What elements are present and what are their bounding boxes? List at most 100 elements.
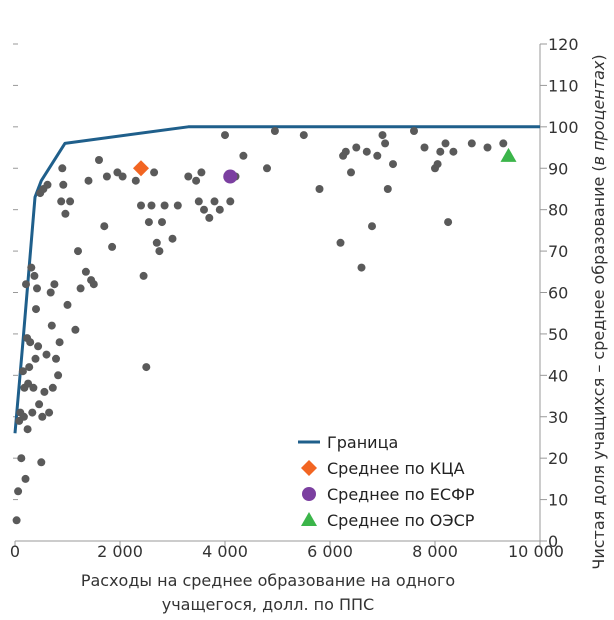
data-point xyxy=(14,487,22,495)
legend-kca-label: Среднее по КЦА xyxy=(327,459,465,478)
data-point xyxy=(59,181,67,189)
data-point xyxy=(211,197,219,205)
data-point xyxy=(410,127,418,135)
data-point xyxy=(26,338,34,346)
data-point xyxy=(200,206,208,214)
data-point xyxy=(27,264,35,272)
data-point xyxy=(444,218,452,226)
legend-oecd-swatch xyxy=(301,512,317,526)
data-point xyxy=(40,388,48,396)
data-point xyxy=(24,425,32,433)
y-tick-label: 110 xyxy=(548,76,579,95)
data-point xyxy=(381,139,389,147)
average-oecd-marker xyxy=(501,148,517,162)
data-point xyxy=(13,516,21,524)
data-point xyxy=(28,409,36,417)
data-point xyxy=(45,409,53,417)
data-point xyxy=(66,197,74,205)
data-point xyxy=(195,197,203,205)
data-point xyxy=(153,239,161,247)
data-point xyxy=(17,454,25,462)
data-point xyxy=(50,280,58,288)
y-axis-title-prefix: Чистая доля учащихся – среднее образован… xyxy=(589,165,608,569)
data-point xyxy=(184,173,192,181)
data-point xyxy=(52,355,60,363)
data-point xyxy=(271,127,279,135)
data-point xyxy=(30,272,38,280)
average-esfr-marker xyxy=(223,170,237,184)
y-axis-title-suffix: ) xyxy=(589,54,608,60)
data-point xyxy=(216,206,224,214)
legend-esfr-label: Среднее по ЕСФР xyxy=(327,485,475,504)
data-point xyxy=(379,131,387,139)
y-tick-label: 40 xyxy=(548,366,568,385)
data-point xyxy=(32,305,40,313)
data-point xyxy=(197,168,205,176)
data-point xyxy=(22,475,30,483)
data-point xyxy=(90,280,98,288)
data-point xyxy=(57,197,65,205)
data-point xyxy=(337,239,345,247)
data-point xyxy=(20,413,28,421)
data-point xyxy=(48,322,56,330)
data-point xyxy=(108,243,116,251)
data-point xyxy=(43,351,51,359)
data-point xyxy=(150,168,158,176)
data-point xyxy=(384,185,392,193)
y-axis-title: Чистая доля учащихся – среднее образован… xyxy=(589,54,608,569)
y-tick-label: 30 xyxy=(548,408,568,427)
data-point xyxy=(82,268,90,276)
data-point xyxy=(174,202,182,210)
data-point xyxy=(468,139,476,147)
data-point xyxy=(132,177,140,185)
data-point xyxy=(32,355,40,363)
x-axis-title-line-1: Расходы на среднее образование на одного xyxy=(81,571,455,590)
data-point xyxy=(434,160,442,168)
data-point xyxy=(363,148,371,156)
data-point xyxy=(352,144,360,152)
data-point xyxy=(358,264,366,272)
data-point xyxy=(342,148,350,156)
data-point xyxy=(347,168,355,176)
y-tick-label: 10 xyxy=(548,491,568,510)
data-point xyxy=(148,202,156,210)
x-tick-label: 0 xyxy=(10,542,20,561)
data-point xyxy=(140,272,148,280)
x-tick-label: 10 000 xyxy=(508,542,564,561)
y-tick-label: 120 xyxy=(548,35,579,54)
data-point xyxy=(161,202,169,210)
data-point xyxy=(71,326,79,334)
data-point xyxy=(499,139,507,147)
x-tick-label: 2 000 xyxy=(97,542,143,561)
data-point xyxy=(368,222,376,230)
data-point xyxy=(25,363,33,371)
x-axis-title-line-2: учащегося, долл. по ППС xyxy=(162,595,374,614)
y-tick-label: 100 xyxy=(548,118,579,137)
data-point xyxy=(35,400,43,408)
data-point xyxy=(38,413,46,421)
data-point xyxy=(436,148,444,156)
data-point xyxy=(389,160,397,168)
y-tick-label: 50 xyxy=(548,325,568,344)
data-point xyxy=(484,144,492,152)
data-point xyxy=(85,177,93,185)
legend: Граница Среднее по КЦА Среднее по ЕСФР С… xyxy=(298,433,475,530)
data-point xyxy=(221,131,229,139)
data-point xyxy=(137,202,145,210)
data-point xyxy=(44,181,52,189)
data-point xyxy=(205,214,213,222)
data-point xyxy=(77,284,85,292)
y-tick-label: 70 xyxy=(548,242,568,261)
data-point xyxy=(33,284,41,292)
data-point xyxy=(158,218,166,226)
y-tick-label: 60 xyxy=(548,284,568,303)
legend-oecd-label: Среднее по ОЭСР xyxy=(327,511,475,530)
data-point xyxy=(74,247,82,255)
data-point xyxy=(61,210,69,218)
y-axis-title-italic: в процентах xyxy=(589,60,608,165)
data-point xyxy=(449,148,457,156)
data-point xyxy=(54,371,62,379)
data-point xyxy=(37,458,45,466)
data-point xyxy=(22,280,30,288)
data-point xyxy=(316,185,324,193)
